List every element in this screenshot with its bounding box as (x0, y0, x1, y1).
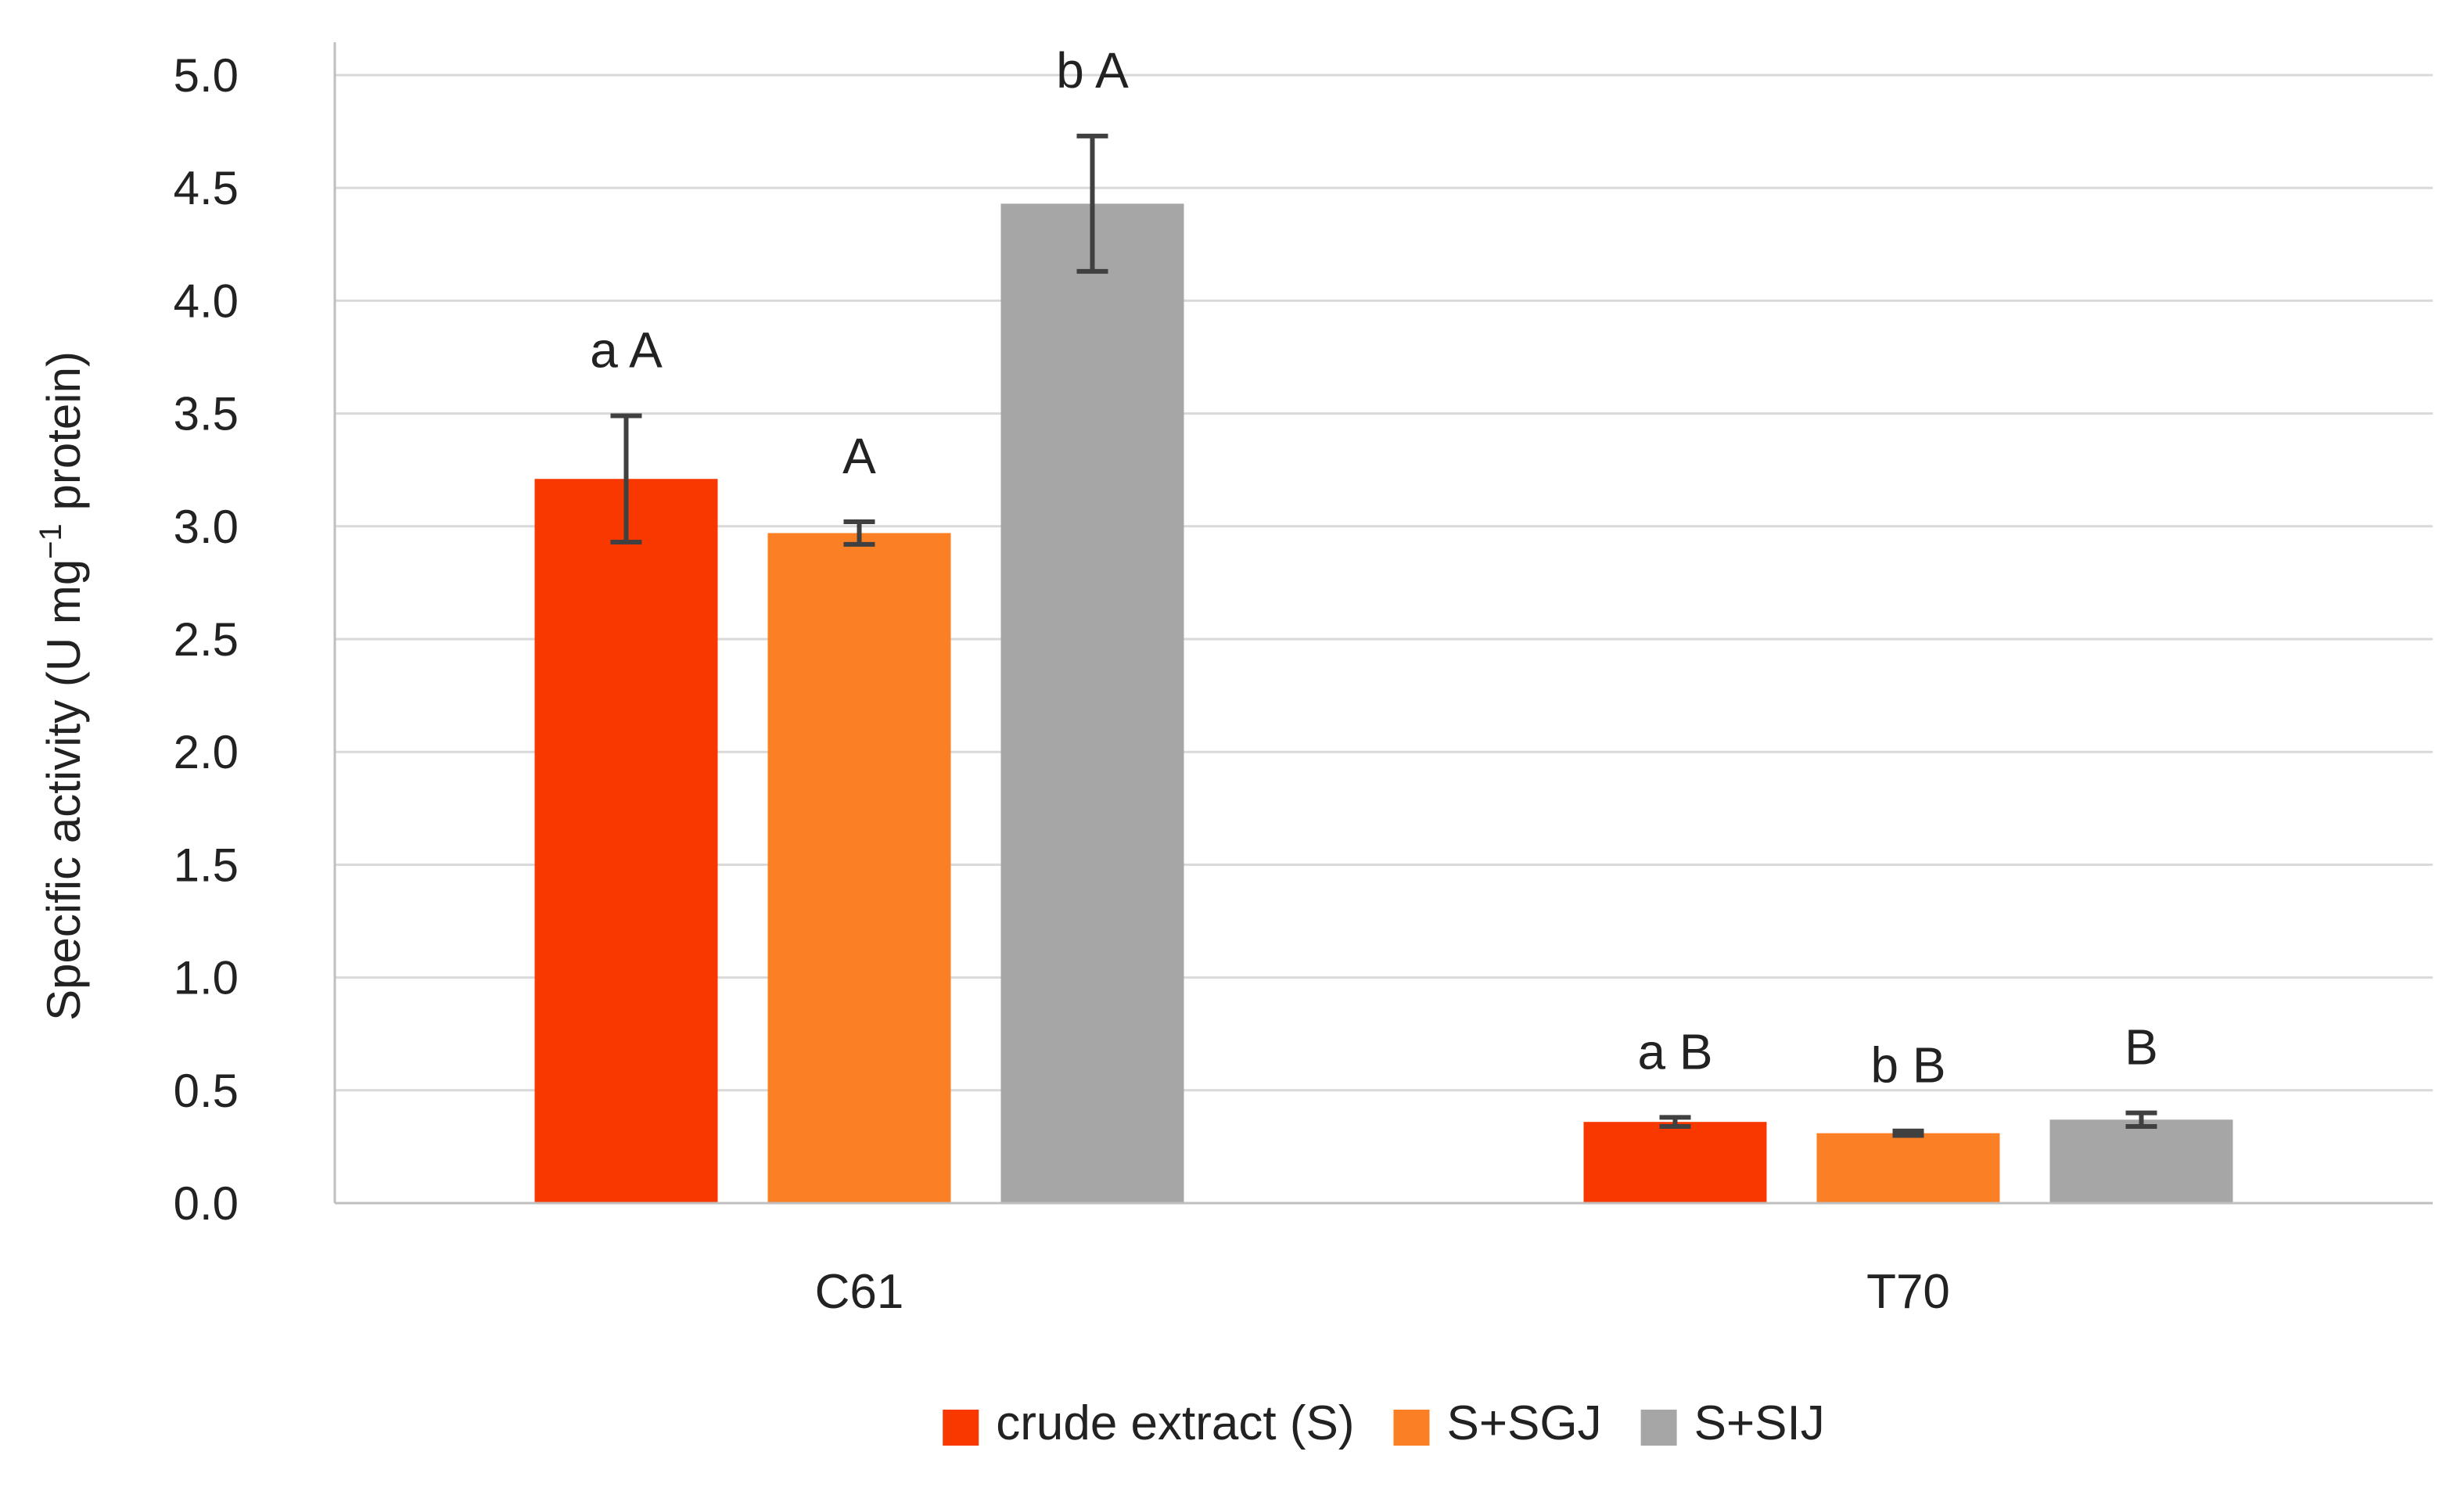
y-tick-label: 5.0 (174, 49, 239, 102)
significance-label: b A (1056, 42, 1129, 99)
bar-c61-1 (534, 479, 718, 1203)
y-tick-label: 2.0 (174, 726, 239, 778)
y-axis-title-superscript: −1 (34, 523, 68, 559)
significance-label: a A (590, 322, 663, 378)
bar-t70-2 (1816, 1133, 2000, 1203)
legend-item: crude extract (S) (943, 1396, 1354, 1450)
legend-swatch (1393, 1410, 1430, 1446)
bar-t70-1 (1583, 1122, 1767, 1203)
y-axis-title: Specific activity (U mg−1 protein) (34, 351, 90, 1021)
y-tick-labels: 0.0 0.5 1.0 1.5 2.0 2.5 3.0 3.5 4.0 4.5 5.0 (174, 49, 239, 1230)
y-tick-label: 3.5 (174, 388, 239, 440)
legend-swatch (1640, 1410, 1677, 1446)
y-tick-label: 4.5 (174, 162, 239, 214)
y-tick-label: 3.0 (174, 501, 239, 553)
x-category-labels: C61 T70 (815, 1265, 1950, 1319)
legend-label: crude extract (S) (996, 1396, 1354, 1450)
x-category-label: C61 (815, 1265, 904, 1319)
y-axis-title-main: Specific activity (U mg (38, 559, 90, 1021)
y-tick-label: 4.0 (174, 275, 239, 327)
legend-swatch (943, 1410, 979, 1446)
y-tick-label: 2.5 (174, 613, 239, 666)
x-category-label: T70 (1866, 1265, 1950, 1319)
significance-label: b B (1870, 1037, 1945, 1094)
significance-label: B (2125, 1019, 2158, 1076)
error-bars (610, 133, 2157, 1138)
legend-item: S+SGJ (1393, 1396, 1602, 1450)
significance-label: A (842, 428, 876, 484)
y-tick-label: 1.5 (174, 839, 239, 891)
legend-item: S+SIJ (1640, 1396, 1825, 1450)
legend-label: S+SGJ (1446, 1396, 1601, 1450)
y-tick-label: 0.0 (174, 1177, 239, 1230)
y-tick-label: 1.0 (174, 952, 239, 1004)
bar-c61-2 (767, 533, 951, 1203)
significance-label: a B (1637, 1023, 1712, 1080)
legend: crude extract (S) S+SGJ S+SIJ (943, 1396, 1825, 1450)
bars (534, 203, 2233, 1204)
bar-t70-3 (2049, 1119, 2233, 1203)
y-axis-title-suffix: protein) (38, 351, 90, 523)
legend-label: S+SIJ (1694, 1396, 1825, 1450)
y-tick-label: 0.5 (174, 1065, 239, 1117)
significance-labels: a A Ab A a B b B B (590, 42, 2158, 1094)
bar-c61-3 (1000, 203, 1184, 1204)
